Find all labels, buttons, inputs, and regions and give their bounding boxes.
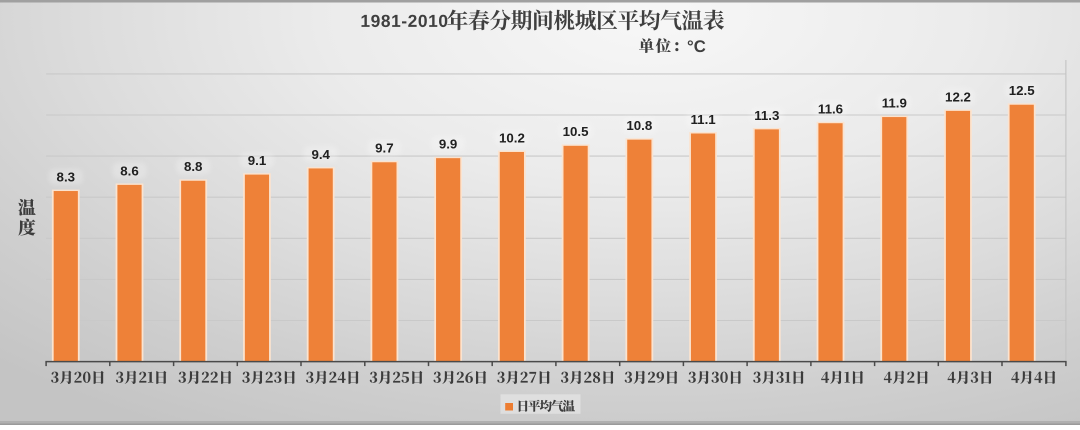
svg-text:10.5: 10.5	[563, 124, 589, 139]
svg-text:11.3: 11.3	[754, 108, 779, 123]
svg-text:9.4: 9.4	[311, 147, 330, 162]
svg-text:10.2: 10.2	[499, 130, 525, 145]
svg-text:9.1: 9.1	[248, 153, 267, 168]
svg-text:9.7: 9.7	[375, 141, 394, 156]
svg-text:9.9: 9.9	[439, 137, 458, 152]
svg-text:8.6: 8.6	[120, 163, 139, 178]
svg-text:8.3: 8.3	[57, 169, 76, 184]
svg-text:12.5: 12.5	[1009, 83, 1035, 98]
svg-text:11.9: 11.9	[882, 95, 907, 110]
svg-text:10.8: 10.8	[626, 118, 652, 133]
svg-text:8.8: 8.8	[184, 159, 203, 174]
svg-text:11.6: 11.6	[818, 102, 843, 117]
svg-text:12.2: 12.2	[945, 89, 971, 104]
svg-text:11.1: 11.1	[691, 112, 717, 127]
